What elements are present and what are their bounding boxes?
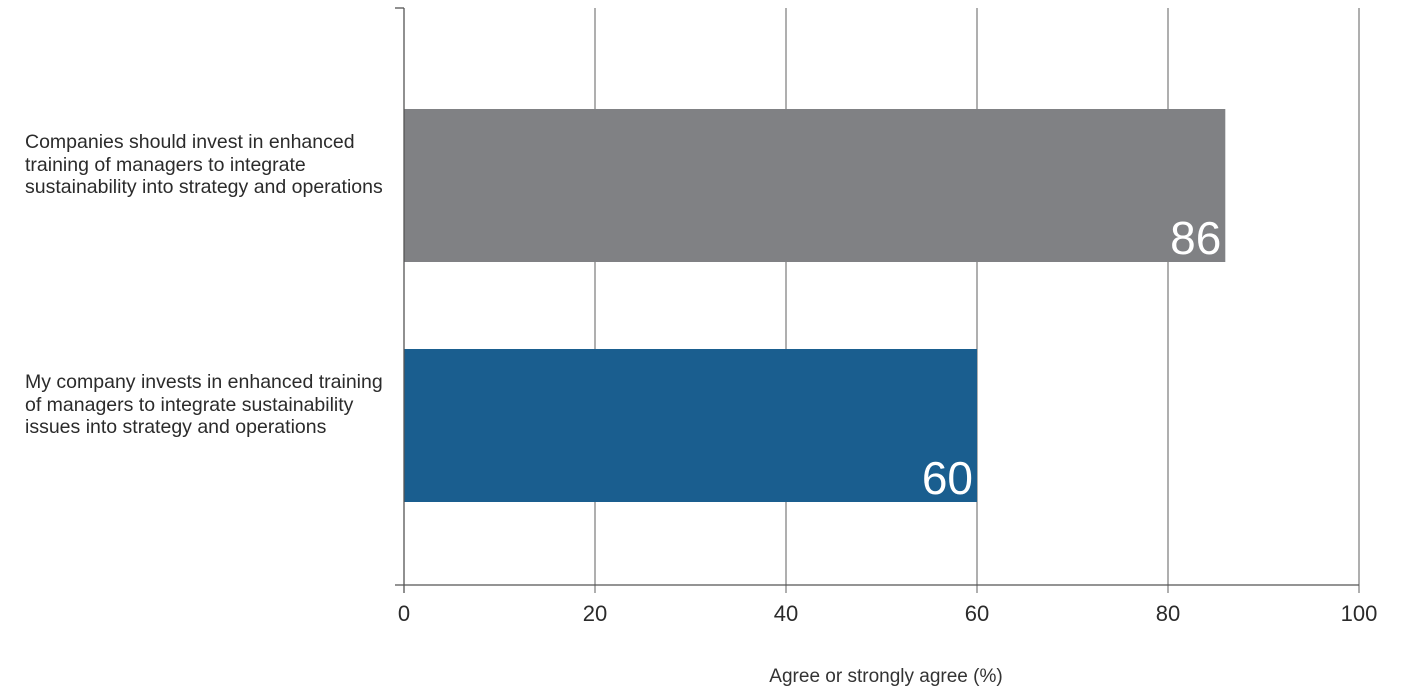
x-tick-label-100: 100 <box>1341 601 1378 626</box>
x-tick-label-20: 20 <box>583 601 607 626</box>
x-tick-label-80: 80 <box>1156 601 1180 626</box>
bar-0 <box>404 109 1226 262</box>
x-tick-label-40: 40 <box>774 601 798 626</box>
category-label-1: My company invests in enhanced training … <box>25 371 383 438</box>
bar-value-label-0: 86 <box>1170 212 1221 264</box>
bar-value-label-1: 60 <box>922 452 973 504</box>
x-tick-label-60: 60 <box>965 601 989 626</box>
x-axis-title: Agree or strongly agree (%) <box>769 666 1003 687</box>
bar-1 <box>404 349 977 502</box>
category-label-0: Companies should invest in enhanced trai… <box>25 131 383 198</box>
x-tick-label-0: 0 <box>398 601 410 626</box>
